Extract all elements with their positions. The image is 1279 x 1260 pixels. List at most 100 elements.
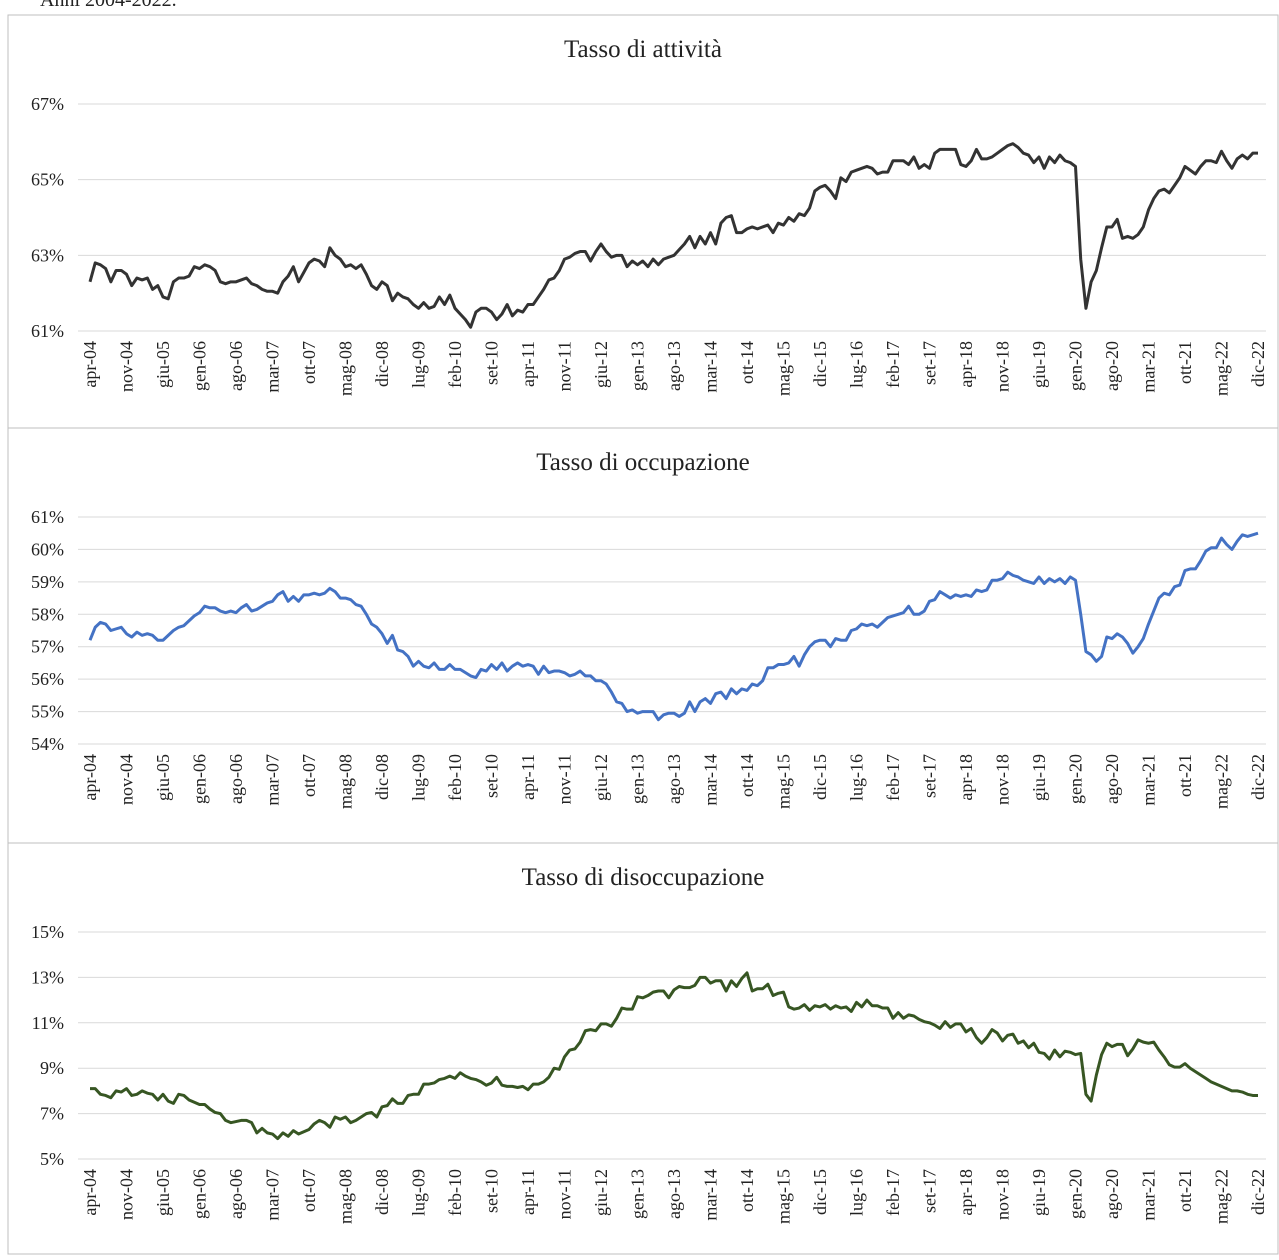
x-tick-label: ott-21 (1175, 754, 1195, 797)
x-tick-label: ago-13 (664, 341, 684, 391)
x-tick-label: dic-22 (1248, 341, 1268, 387)
x-tick-label: giu-05 (153, 754, 173, 801)
x-tick-label: ago-20 (1102, 754, 1122, 804)
x-tick-label: giu-19 (1029, 1169, 1049, 1216)
x-tick-label: gen-13 (628, 1169, 648, 1219)
y-tick-label: 61% (31, 507, 64, 527)
x-tick-label: mag-08 (336, 1169, 356, 1224)
frame (7, 14, 1279, 1255)
x-tick-label: nov-18 (993, 341, 1013, 392)
x-tick-label: gen-20 (1066, 1169, 1086, 1219)
x-tick-label: mag-22 (1212, 754, 1232, 809)
x-tick-label: nov-04 (117, 1169, 137, 1220)
y-tick-label: 9% (40, 1058, 64, 1078)
caption: Anni 2004-2022. (40, 0, 177, 11)
x-tick-label: set-10 (482, 341, 502, 385)
x-tick-label: dic-15 (810, 754, 830, 800)
x-tick-label: gen-06 (190, 1169, 210, 1219)
x-tick-label: dic-22 (1248, 754, 1268, 800)
y-tick-label: 15% (31, 922, 64, 942)
x-tick-label: giu-19 (1029, 754, 1049, 801)
x-tick-label: ott-07 (299, 754, 319, 797)
x-tick-label: ago-13 (664, 754, 684, 804)
y-tick-label: 56% (31, 669, 64, 689)
x-tick-label: apr-11 (518, 1169, 538, 1215)
x-tick-label: ott-07 (299, 341, 319, 384)
x-tick-label: apr-04 (80, 1169, 100, 1216)
x-tick-label: mag-22 (1212, 341, 1232, 396)
x-tick-label: mar-07 (263, 341, 283, 393)
x-tick-label: mag-15 (774, 341, 794, 396)
x-tick-label: giu-19 (1029, 341, 1049, 388)
x-tick-label: nov-04 (117, 754, 137, 805)
x-tick-label: nov-11 (555, 754, 575, 804)
x-tick-label: lug-09 (409, 754, 429, 801)
x-tick-label: apr-18 (956, 754, 976, 801)
x-tick-label: ott-14 (737, 1169, 757, 1212)
x-tick-label: gen-06 (190, 341, 210, 391)
x-tick-label: dic-08 (372, 341, 392, 387)
x-tick-label: gen-13 (628, 754, 648, 804)
x-tick-label: nov-11 (555, 341, 575, 391)
chart-title: Tasso di attività (564, 36, 722, 63)
y-tick-label: 57% (31, 637, 64, 657)
x-tick-label: mag-15 (774, 1169, 794, 1224)
x-tick-label: ott-14 (737, 754, 757, 797)
x-tick-label: mar-21 (1139, 341, 1159, 393)
x-tick-label: giu-12 (591, 754, 611, 801)
x-tick-label: ago-20 (1102, 1169, 1122, 1219)
y-tick-label: 61% (31, 321, 64, 341)
data-line (90, 971, 1258, 1141)
x-tick-label: nov-04 (117, 341, 137, 392)
x-tick-label: apr-18 (956, 341, 976, 388)
x-tick-label: nov-18 (993, 754, 1013, 805)
x-tick-label: ago-06 (226, 1169, 246, 1219)
x-tick-label: nov-18 (993, 1169, 1013, 1220)
x-tick-label: ago-06 (226, 341, 246, 391)
x-tick-label: dic-22 (1248, 1169, 1268, 1215)
chart-title: Tasso di occupazione (536, 449, 749, 476)
x-tick-label: apr-04 (80, 754, 100, 801)
x-tick-label: feb-10 (445, 1169, 465, 1216)
x-tick-label: dic-15 (810, 341, 830, 387)
x-tick-label: gen-20 (1066, 341, 1086, 391)
x-tick-label: dic-08 (372, 1169, 392, 1215)
x-tick-label: lug-09 (409, 1169, 429, 1216)
y-tick-label: 13% (31, 967, 64, 987)
x-tick-label: ott-07 (299, 1169, 319, 1212)
data-line (88, 531, 1259, 722)
x-tick-label: giu-12 (591, 341, 611, 388)
chart-title: Tasso di disoccupazione (522, 864, 765, 891)
y-tick-label: 11% (32, 1013, 64, 1033)
x-tick-label: lug-16 (847, 1169, 867, 1216)
x-tick-label: nov-11 (555, 1169, 575, 1219)
x-tick-label: feb-10 (445, 754, 465, 801)
y-tick-label: 55% (31, 702, 64, 722)
x-tick-label: gen-20 (1066, 754, 1086, 804)
x-tick-label: feb-10 (445, 341, 465, 388)
x-tick-label: giu-05 (153, 1169, 173, 1216)
x-tick-label: gen-06 (190, 754, 210, 804)
x-tick-label: mar-07 (263, 1169, 283, 1221)
x-tick-label: ago-13 (664, 1169, 684, 1219)
x-tick-label: dic-15 (810, 1169, 830, 1215)
x-tick-label: giu-05 (153, 341, 173, 388)
x-tick-label: ago-06 (226, 754, 246, 804)
x-tick-label: lug-16 (847, 341, 867, 388)
y-tick-label: 60% (31, 539, 64, 559)
x-tick-label: mar-07 (263, 754, 283, 806)
y-tick-label: 59% (31, 572, 64, 592)
x-tick-label: set-10 (482, 754, 502, 798)
y-tick-label: 7% (40, 1104, 64, 1124)
y-tick-label: 63% (31, 245, 64, 265)
y-tick-label: 67% (31, 94, 64, 114)
x-tick-label: giu-12 (591, 1169, 611, 1216)
x-tick-label: set-17 (920, 1169, 940, 1213)
x-tick-label: ott-14 (737, 341, 757, 384)
x-tick-label: mag-08 (336, 341, 356, 396)
x-tick-label: ago-20 (1102, 341, 1122, 391)
y-tick-label: 54% (31, 734, 64, 754)
x-tick-label: mar-14 (701, 341, 721, 393)
x-tick-label: gen-13 (628, 341, 648, 391)
x-tick-label: mag-15 (774, 754, 794, 809)
